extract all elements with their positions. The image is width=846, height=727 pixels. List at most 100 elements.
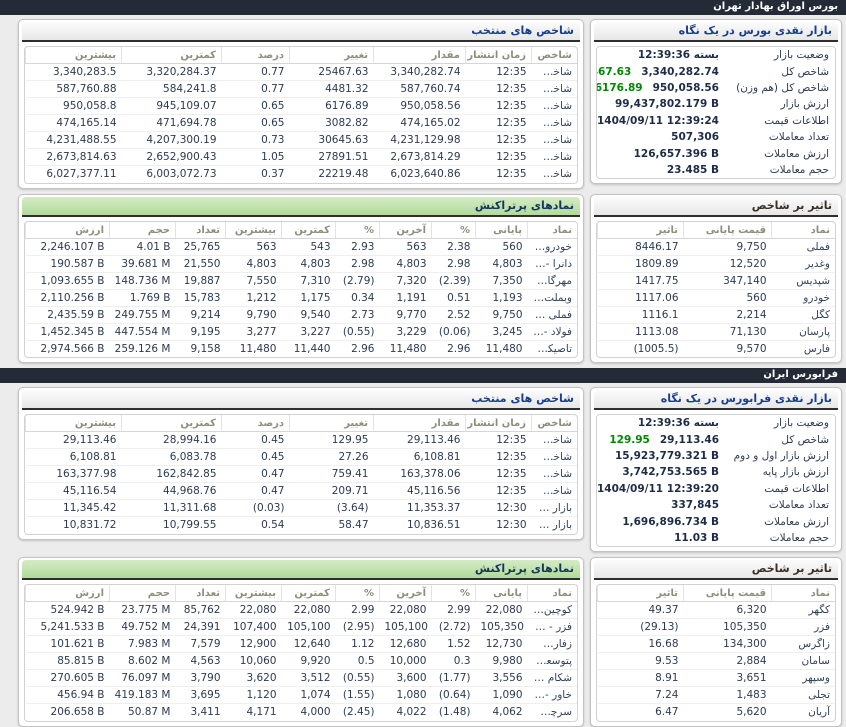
table-row[interactable]: کگل 2,214 1116.1 — [597, 305, 835, 323]
symbol-cell[interactable]: شاخص آزاد شناور — [531, 131, 577, 149]
table-row[interactable]: فولاد - فولاد مبارکه اصفهان3,245(0.06)3,… — [25, 322, 577, 340]
symbol-cell[interactable]: وسپهر — [771, 669, 835, 687]
table-row[interactable]: شاخص قیمت فرابورس12:356,108.8127.260.456… — [25, 448, 577, 466]
value-cell: 2.93 — [351, 240, 375, 253]
symbol-cell[interactable]: شاخص کل — [532, 66, 573, 78]
symbol-cell[interactable]: کگل — [771, 305, 835, 323]
symbol-cell[interactable]: آریان — [771, 703, 835, 721]
symbol-cell[interactable]: مهرگان - گروه مالی مهرگان تامین پارس — [527, 271, 577, 289]
table-row[interactable]: بازار دوم فرابورس12:3010,836.5158.470.54… — [25, 516, 577, 534]
column-header: بیشترین — [25, 415, 122, 432]
table-row[interactable]: آریان 5,620 6.47 — [597, 703, 835, 721]
table-row[interactable]: تجلی 1,483 7.24 — [597, 686, 835, 704]
symbol-cell[interactable]: سرچشمه - سرمایه گذاری مس سرچ... — [527, 703, 577, 721]
table-row[interactable]: مهرگان - گروه مالی مهرگان تامین پارس7,35… — [25, 271, 577, 289]
symbol-cell[interactable]: وبملت - بانک ملت — [527, 288, 577, 306]
symbol-cell[interactable]: شاخص قیمت (هم وزن) — [531, 114, 577, 132]
symbol-cell[interactable]: فولاد - فولاد مبارکه اصفهان — [527, 322, 577, 340]
value-cell: 163,378.06 — [373, 465, 466, 483]
table-row[interactable]: کوچین - تولیدی کوچین 22,080 2.99 22,080 2.99… — [26, 602, 578, 619]
symbol-cell[interactable]: پارسان — [771, 322, 835, 340]
symbol-cell[interactable]: کگهر — [808, 604, 830, 617]
value-cell: 4.01 B — [136, 240, 171, 253]
table-row[interactable]: وسپهر 3,651 8.91 — [597, 669, 835, 687]
table-row[interactable]: شکام - صنایع شیمیایی کیمیاگران امروز3,55… — [25, 669, 577, 687]
table-row[interactable]: زاگرس 134,300 16.68 — [597, 635, 835, 653]
table-row[interactable]: سرچشمه - سرمایه گذاری مس سرچ...4,062(1.4… — [25, 703, 577, 721]
symbol-cell[interactable]: فملی - ملی صنایع مس ایران — [527, 305, 577, 323]
bourse-indices-panel: شاخص های منتخب شاخص زمان انتشار مقدار تغییر… — [18, 19, 584, 189]
table-row[interactable]: وغدیر 12,520 1809.89 — [597, 254, 835, 272]
symbol-cell[interactable]: کوچین - تولیدی کوچین — [528, 604, 573, 617]
symbol-cell[interactable]: خاور - ایران خودرو دیزل — [527, 686, 577, 704]
symbol-cell[interactable]: فزر - پویا زرکان آق دره — [527, 618, 577, 636]
symbol-cell[interactable]: شاخص قیمت فرابورس — [531, 448, 577, 466]
glance-value-wrap: 1,696,896.734 B — [603, 516, 733, 528]
glance-value: 507,306 — [671, 131, 719, 144]
symbol-cell[interactable]: شاخص کل فرابورس — [532, 434, 573, 446]
symbol-cell[interactable]: وغدیر — [771, 254, 835, 272]
symbol-cell[interactable]: فزر — [771, 618, 835, 636]
symbol-cell[interactable]: فارس — [771, 339, 835, 357]
symbol-cell[interactable]: فملی — [806, 240, 830, 253]
table-row[interactable]: شاخص قیمت (هم وزن)12:35474,165.023082.82… — [25, 114, 577, 132]
table-row[interactable]: شاخص کل فرابورس 12:35 29,113.46 129.95 0.45 2… — [26, 432, 578, 449]
table-row[interactable]: فملی - ملی صنایع مس ایران9,7502.529,7702… — [25, 305, 577, 323]
symbol-cell[interactable]: تجلی — [771, 686, 835, 704]
table-row[interactable]: سامان 2,884 9.53 — [597, 652, 835, 670]
table-row[interactable]: فملی 9,750 8446.17 — [598, 238, 836, 255]
value-cell: 3,340,283.5 — [53, 66, 117, 78]
table-row[interactable]: فارس 9,570 (1005.5) — [597, 339, 835, 357]
glance-value: 337,845 — [671, 499, 719, 512]
table-row[interactable]: بازار اول فرابورس12:3011,353.37(3.64)(0.… — [25, 499, 577, 517]
symbol-cell[interactable]: شکام - صنایع شیمیایی کیمیاگران امروز — [527, 669, 577, 687]
table-row[interactable]: شاخص کل هم وزن فرابورس12:35163,378.06759… — [25, 465, 577, 483]
table-row[interactable]: پتوسعه - س. و توسعه صنایع لاستیک9,9800.3… — [25, 652, 577, 670]
table-row[interactable]: خودرو - ایران خودرو 560 2.38 563 2.93 543 563 2… — [26, 238, 578, 255]
value-cell: 3,277 — [225, 322, 282, 340]
symbol-cell[interactable]: شاخص قیمت(وزنی-ارزشی) — [531, 80, 577, 98]
table-row[interactable]: خودرو 560 1117.06 — [597, 288, 835, 306]
table-row[interactable]: خاور - ایران خودرو دیزل1,090(0.64)1,080(… — [25, 686, 577, 704]
table-row[interactable]: شاخص بازار دوم12:356,023,640.8622219.480… — [25, 165, 577, 183]
symbol-cell[interactable]: تاصیکو - سرمایه گذاری صدرتامین — [527, 339, 577, 357]
symbol-cell[interactable]: خودرو - ایران خودرو — [528, 240, 573, 253]
table-row[interactable]: شاخص بازار اول12:352,673,814.2927891.511… — [25, 148, 577, 166]
value-cell: 1,193 — [475, 288, 528, 306]
symbol-cell[interactable]: بازار اول فرابورس — [531, 499, 577, 517]
symbol-cell[interactable]: شپدیس — [771, 271, 835, 289]
symbol-cell[interactable]: شاخص کل (هم وزن) — [531, 97, 577, 115]
table-row[interactable]: شاخص آزاد شناور12:354,231,129.9830645.63… — [25, 131, 577, 149]
table-row[interactable]: پارسان 71,130 1113.08 — [597, 322, 835, 340]
table-row[interactable]: وبملت - بانک ملت1,1930.511,1910.341,1751… — [25, 288, 577, 306]
table-row[interactable]: تاصیکو - سرمایه گذاری صدرتامین11,4802.96… — [25, 339, 577, 357]
table-row[interactable]: شپدیس 347,140 1417.75 — [597, 271, 835, 289]
table-row[interactable]: زفارس - کشت وصنعت و دامپروری پگاه ...12,… — [25, 635, 577, 653]
value-cell: 9,770 — [379, 305, 432, 323]
symbol-cell[interactable]: شاخص قیمت هم وزن فرابو... — [531, 482, 577, 500]
value-cell: 9,158 — [175, 339, 226, 357]
table-row[interactable]: شاخص کل (هم وزن)12:35950,058.566176.890.… — [25, 97, 577, 115]
column-header: شاخص — [531, 47, 577, 64]
symbol-cell[interactable]: شاخص بازار دوم — [531, 165, 577, 183]
symbol-cell[interactable]: زاگرس — [771, 635, 835, 653]
glance-value: 11.03 B — [674, 531, 719, 544]
table-row[interactable]: دانرا - آترا زیست اراک4,8032.984,8032.98… — [25, 254, 577, 272]
symbol-cell[interactable]: خودرو — [771, 288, 835, 306]
table-row[interactable]: شاخص قیمت هم وزن فرابو...12:3545,116.562… — [25, 482, 577, 500]
value-cell: (0.64) — [431, 686, 476, 704]
symbol-cell[interactable]: شاخص کل هم وزن فرابورس — [531, 465, 577, 483]
symbol-cell[interactable]: بازار دوم فرابورس — [531, 516, 577, 534]
symbol-cell[interactable]: سامان — [771, 652, 835, 670]
symbol-cell[interactable]: زفارس - کشت وصنعت و دامپروری پگاه ... — [527, 635, 577, 653]
value-cell: 4,022 — [379, 703, 432, 721]
table-row[interactable]: شاخص قیمت(وزنی-ارزشی)12:35587,760.744481… — [25, 80, 577, 98]
symbol-cell[interactable]: پتوسعه - س. و توسعه صنایع لاستیک — [527, 652, 577, 670]
table-row[interactable]: کگهر 6,320 49.37 — [598, 602, 836, 619]
table-row[interactable]: فزر - پویا زرکان آق دره105,350(2.72)105,… — [25, 618, 577, 636]
table-row[interactable]: شاخص کل 12:35 3,340,282.74 25467.63 0.77 3,32… — [26, 64, 578, 81]
symbol-cell[interactable]: دانرا - آترا زیست اراک — [527, 254, 577, 272]
symbol-cell[interactable]: شاخص بازار اول — [531, 148, 577, 166]
table-row[interactable]: فزر 105,350 (29.13) — [597, 618, 835, 636]
value-cell: 1417.75 — [597, 271, 684, 289]
